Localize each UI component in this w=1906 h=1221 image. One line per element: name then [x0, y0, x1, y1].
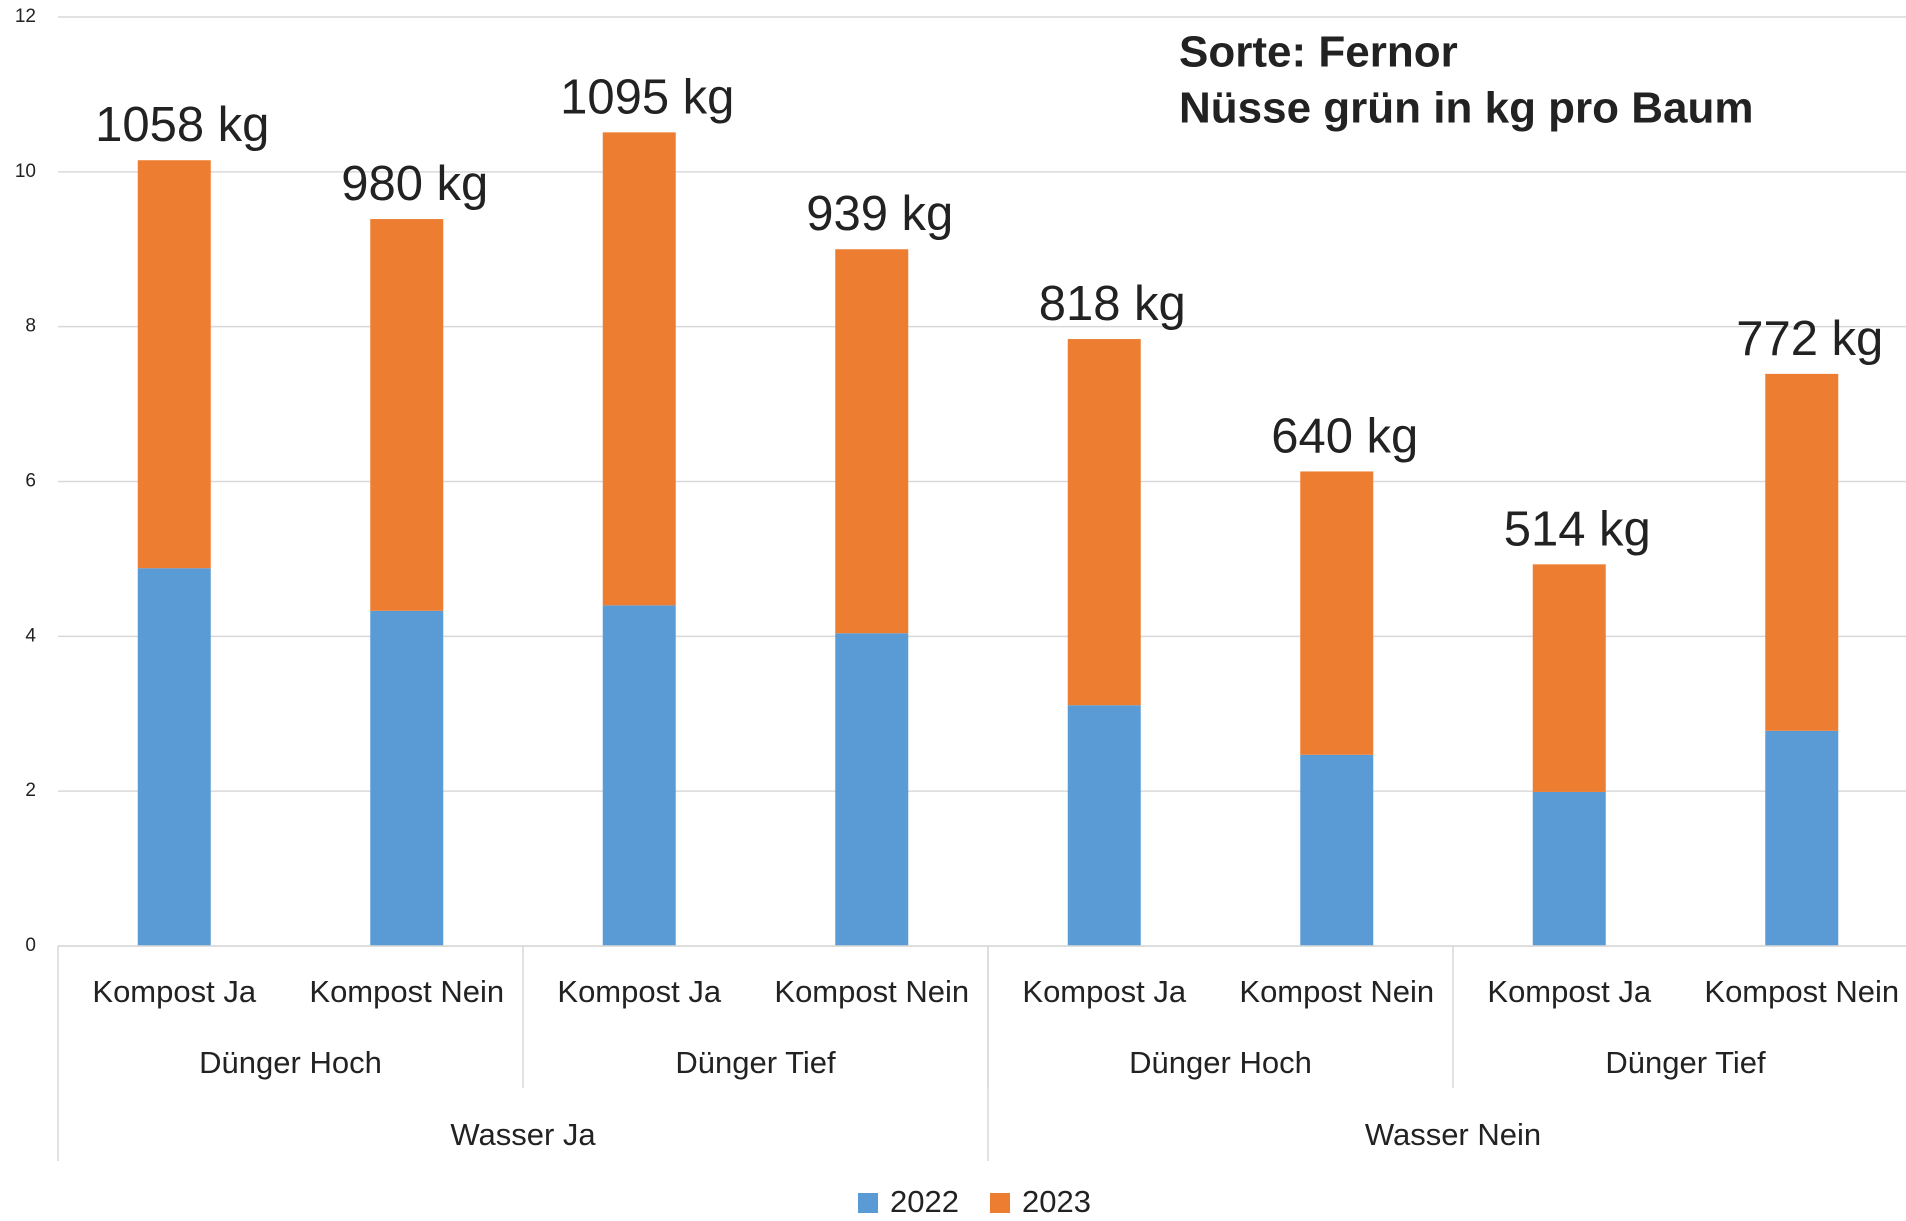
- chart-title: Sorte: Fernor: [1179, 28, 1458, 77]
- bar-annotation: 514 kg: [1504, 502, 1651, 556]
- legend-label: 2022: [890, 1184, 959, 1219]
- x-tick-label: Kompost Nein: [1704, 974, 1899, 1009]
- bar: [1300, 471, 1374, 755]
- bar-annotation: 818 kg: [1039, 277, 1186, 331]
- x-tick-label: Kompost Nein: [1239, 974, 1434, 1009]
- bar-annotation: 1058 kg: [95, 98, 269, 152]
- bar: [370, 610, 444, 946]
- bar: [1765, 730, 1839, 946]
- y-tick-label: 12: [15, 6, 36, 27]
- bar: [602, 132, 676, 606]
- legend-swatch: [858, 1193, 878, 1213]
- bar: [1765, 373, 1839, 731]
- x-group-label: Dünger Tief: [675, 1045, 836, 1080]
- bar-annotation: 939 kg: [806, 187, 953, 241]
- x-tick-label: Kompost Nein: [774, 974, 969, 1009]
- bar: [137, 160, 211, 569]
- bar: [370, 219, 444, 611]
- x-group-label: Dünger Hoch: [199, 1045, 382, 1080]
- x-group-label: Dünger Hoch: [1129, 1045, 1312, 1080]
- bar-annotation: 1095 kg: [560, 70, 734, 124]
- bar-annotation: 640 kg: [1271, 409, 1418, 463]
- bar-annotation: 980 kg: [341, 157, 488, 211]
- y-tick-label: 8: [25, 316, 36, 337]
- bar: [1532, 564, 1606, 792]
- y-tick-label: 0: [25, 935, 36, 956]
- x-tick-label: Kompost Ja: [1022, 974, 1186, 1009]
- y-tick-label: 2: [25, 780, 36, 801]
- bar-annotation: 772 kg: [1736, 312, 1883, 366]
- y-tick-label: 10: [15, 161, 36, 182]
- bar: [1067, 339, 1141, 706]
- x-tick-label: Kompost Nein: [309, 974, 504, 1009]
- x-group-label: Dünger Tief: [1605, 1045, 1766, 1080]
- bar: [1532, 791, 1606, 946]
- bar: [1067, 705, 1141, 946]
- x-group-label: Wasser Ja: [450, 1117, 596, 1152]
- bar: [1300, 754, 1374, 946]
- bar: [602, 605, 676, 946]
- x-tick-label: Kompost Ja: [1487, 974, 1651, 1009]
- chart-subtitle: Nüsse grün in kg pro Baum: [1179, 84, 1754, 133]
- bar: [137, 568, 211, 946]
- bar: [835, 249, 909, 634]
- legend-swatch: [990, 1193, 1010, 1213]
- x-group-label: Wasser Nein: [1365, 1117, 1541, 1152]
- x-tick-label: Kompost Ja: [557, 974, 721, 1009]
- legend-label: 2023: [1022, 1184, 1091, 1219]
- y-tick-label: 4: [25, 625, 36, 646]
- x-tick-label: Kompost Ja: [92, 974, 256, 1009]
- y-tick-label: 6: [25, 471, 36, 492]
- bar: [835, 633, 909, 946]
